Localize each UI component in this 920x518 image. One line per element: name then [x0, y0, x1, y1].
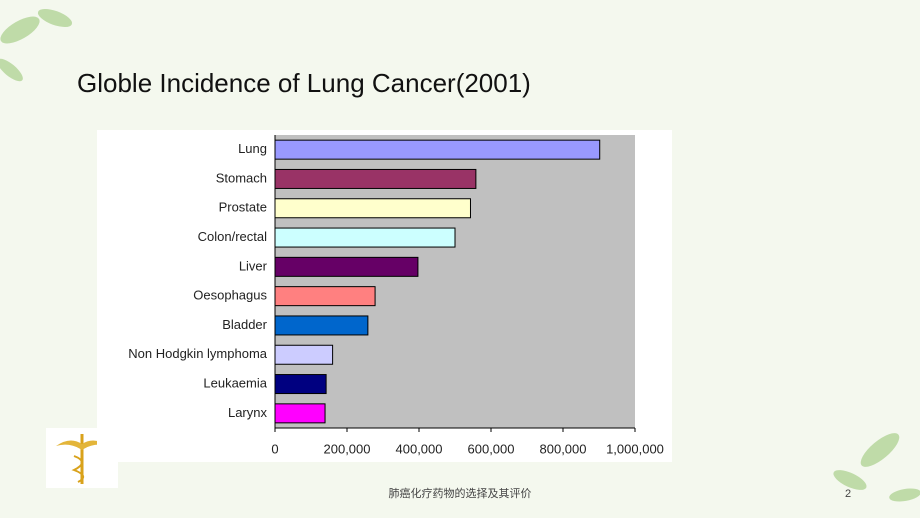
slide-title: Globle Incidence of Lung Cancer(2001) [77, 68, 531, 98]
bar [274, 198, 471, 219]
bar [274, 315, 369, 336]
y-tick-label: Colon/rectal [198, 229, 267, 244]
leaf-decoration [0, 8, 920, 502]
y-tick-label: Oesophagus [193, 288, 267, 303]
bar [274, 256, 419, 277]
y-tick-label: Non Hodgkin lymphoma [128, 346, 268, 361]
y-tick-label: Leukaemia [203, 375, 267, 390]
x-tick-label: 200,000 [324, 441, 371, 456]
bar [274, 168, 477, 189]
footer: 肺癌化疗药物的选择及其评价 [389, 486, 532, 500]
y-tick-label: Larynx [228, 405, 268, 420]
x-tick-label: 800,000 [540, 441, 587, 456]
x-tick-label: 0 [271, 441, 278, 456]
bar [274, 344, 334, 365]
bar [274, 403, 326, 424]
bar [274, 227, 456, 248]
y-tick-label: Lung [238, 141, 267, 156]
y-tick-label: Liver [239, 258, 268, 273]
page-number: 2 [845, 488, 851, 500]
bar [274, 374, 327, 395]
chart: 0 200,000 400,000 600,000 800,000 1,000,000 Lu… [128, 135, 664, 456]
bar [274, 286, 376, 307]
y-tick-label: Bladder [222, 317, 267, 332]
y-tick-label: Stomach [216, 170, 267, 185]
bar [274, 139, 601, 160]
x-tick-label: 600,000 [468, 441, 515, 456]
x-tick-label: 400,000 [396, 441, 443, 456]
x-tick-label: 1,000,000 [606, 441, 664, 456]
y-tick-label: Prostate [219, 200, 267, 215]
